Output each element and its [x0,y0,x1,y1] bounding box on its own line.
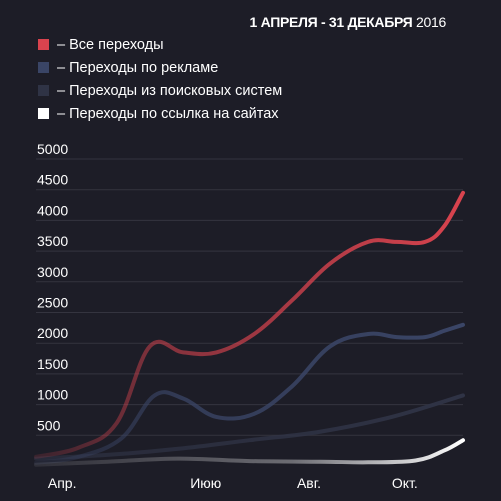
y-tick-label: 4000 [37,202,68,218]
y-tick-label: 3500 [37,233,68,249]
y-tick-label: 3000 [37,264,68,280]
y-tick-label: 1500 [37,356,68,372]
y-tick-label: 5000 [37,141,68,157]
x-axis-labels: Апр. Июю Авг. Окт. [48,475,418,491]
grid [36,159,463,435]
x-tick-label: Авг. [297,475,321,491]
y-tick-label: 2000 [37,325,68,341]
x-tick-label: Июю [190,475,221,491]
y-tick-label: 1000 [37,387,68,403]
series-line-3 [36,440,463,465]
y-tick-label: 4500 [37,172,68,188]
y-axis-labels: 500 1000 1500 2000 2500 3000 3500 4000 4500 5000 [37,141,68,433]
series-lines [36,193,463,465]
y-tick-label: 500 [37,417,61,433]
x-tick-label: Апр. [48,475,77,491]
x-tick-label: Окт. [392,475,418,491]
y-tick-label: 2500 [37,295,68,311]
